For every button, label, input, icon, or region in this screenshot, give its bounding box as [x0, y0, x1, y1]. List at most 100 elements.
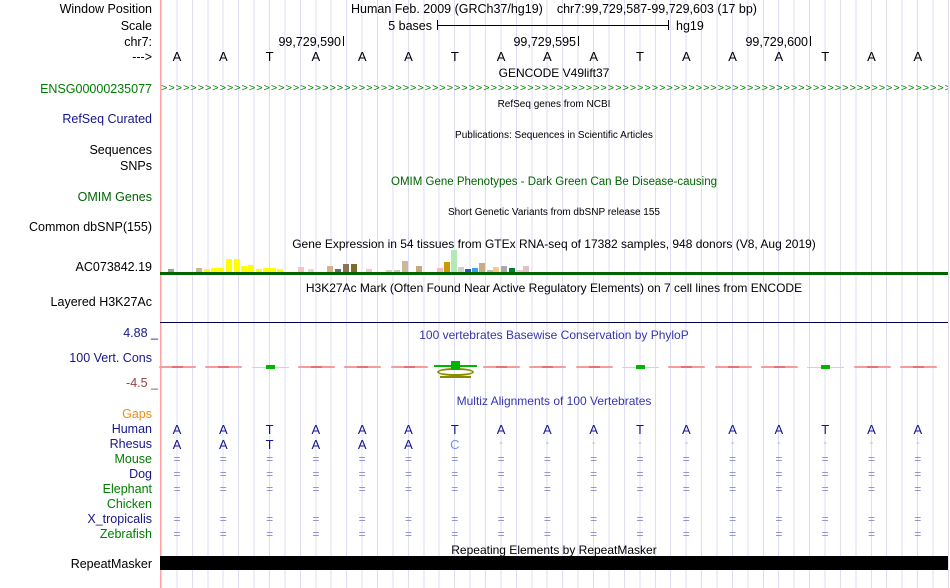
scale-bar [437, 25, 668, 26]
track-left-border [160, 0, 161, 588]
phylop-positive-mark [636, 365, 645, 369]
repeatmasker-label[interactable]: RepeatMasker [70, 557, 152, 571]
align-cell: = [404, 527, 413, 541]
align-cell: = [451, 512, 459, 526]
ruler-tick-mark [343, 36, 344, 46]
align-cell: T [265, 422, 274, 437]
phylop-negative-mark-center [357, 366, 369, 368]
omim-genes-label[interactable]: OMIM Genes [77, 190, 152, 204]
align-cell: = [821, 452, 829, 466]
align-cell: = [914, 452, 922, 466]
repeatmasker-title: Repeating Elements by RepeatMasker [451, 543, 657, 557]
gtex-gene-label[interactable]: AC073842.19 [75, 260, 152, 274]
align-cell: = [404, 482, 413, 496]
align-cell: = [219, 452, 227, 466]
align-cell: - [730, 437, 735, 449]
h3k27ac-label[interactable]: Layered H3K27Ac [50, 295, 152, 309]
align-cell: = [543, 512, 551, 526]
assembly-title: Human Feb. 2009 (GRCh37/hg19) [351, 2, 543, 16]
align-cell: - [638, 437, 642, 449]
align-cell: = [729, 512, 737, 526]
snps-label[interactable]: SNPs [120, 159, 152, 173]
h3k27ac-title: H3K27Ac Mark (Often Found Near Active Re… [305, 281, 803, 295]
gtex-bar [416, 266, 422, 272]
align-cell: T [636, 422, 644, 437]
align-cell: = [636, 512, 644, 526]
multiz-row-rhesus[interactable]: Rhesus A A T A A A C - - - - - - - - - - [0, 437, 950, 452]
align-cell: = [775, 467, 783, 481]
align-cell: = [497, 467, 505, 481]
multiz-row-label[interactable]: Chicken [106, 497, 152, 511]
dbsnp-label[interactable]: Common dbSNP(155) [29, 220, 152, 234]
multiz-row-dog[interactable]: Dog = = = = = = = = = = = = = = = = = [0, 467, 950, 482]
align-cell: = [682, 467, 690, 481]
multiz-row-gaps[interactable]: Gaps [0, 407, 950, 422]
align-cell: = [821, 467, 829, 481]
gtex-bar [523, 266, 529, 272]
align-cell: - [869, 437, 874, 449]
phylop-negative-mark-center [310, 366, 322, 368]
phylop-max-label: 4.88 _ [123, 326, 158, 340]
multiz-row-chicken[interactable]: Chicken [0, 497, 950, 512]
align-cell: = [636, 467, 644, 481]
phylop-title: 100 vertebrates Basewise Conservation by… [419, 328, 689, 342]
window-position-label: Window Position [59, 2, 152, 16]
align-cell: A [404, 422, 413, 437]
refseq-curated-label[interactable]: RefSeq Curated [62, 112, 152, 126]
multiz-row-label[interactable]: Mouse [114, 452, 152, 466]
repeatmasker-bar[interactable] [160, 556, 948, 570]
phylop-negative-mark-center [218, 366, 230, 368]
gtex-bar [234, 259, 240, 272]
gtex-bar [451, 250, 457, 272]
align-cell: A [681, 422, 691, 437]
multiz-row-human[interactable]: Human A A T A A A T A A A T A A A T A A [0, 422, 950, 437]
phylop-cons-label[interactable]: 100 Vert. Cons [69, 351, 152, 365]
align-cell: A [543, 422, 552, 437]
gtex-bar [444, 262, 450, 272]
ruler-tick-mark [810, 36, 811, 46]
multiz-row-label[interactable]: Human [111, 422, 152, 436]
align-cell: - [545, 437, 550, 449]
multiz-row-mouse[interactable]: Mouse = = = = = = = = = = = = = = = = = [0, 452, 950, 467]
align-cell: = [219, 482, 227, 496]
align-cell: = [173, 482, 181, 496]
gtex-bar [394, 270, 400, 272]
phylop-negative-mark-center [542, 366, 554, 368]
multiz-row-zebrafish[interactable]: Zebrafish = = = = = = = = = = = = = = = = = [0, 527, 950, 542]
align-cell: = [636, 482, 644, 496]
align-cell: A [172, 437, 182, 452]
gene-arrows-track[interactable]: >>>>>>>>>>>>>>>>>>>>>>>>>>>>>>>>>>>>>>>>… [161, 82, 948, 94]
gtex-bar [437, 268, 443, 272]
gtex-bar [327, 266, 333, 272]
gtex-bar [248, 265, 254, 272]
publications-title: Publications: Sequences in Scientific Ar… [455, 130, 653, 141]
base-letter: A [172, 49, 182, 64]
gtex-baseline [160, 272, 948, 275]
multiz-row-label[interactable]: Elephant [102, 482, 152, 496]
multiz-row-label[interactable]: Dog [129, 467, 152, 481]
phylop-min-label: -4.5 _ [126, 376, 158, 390]
multiz-row-label[interactable]: Zebrafish [99, 527, 152, 541]
multiz-row-label[interactable]: Rhesus [109, 437, 152, 451]
multiz-row-x_tropicalis[interactable]: X_tropicalis = = = = = = = = = = = = = = = = = [0, 512, 950, 527]
phylop-negative-mark-center [727, 366, 739, 368]
gtex-bar [204, 269, 210, 272]
align-cell: A [589, 422, 599, 437]
sequences-label[interactable]: Sequences [89, 143, 152, 157]
align-cell: A [311, 437, 321, 452]
scale-bar-left-tick [437, 20, 438, 30]
align-cell: = [590, 512, 598, 526]
align-cell: A [357, 437, 367, 452]
phylop-symbol-square [450, 361, 460, 370]
align-cell: = [497, 512, 505, 526]
align-cell: - [684, 437, 689, 449]
multiz-row-label[interactable]: X_tropicalis [87, 512, 152, 526]
sequence-strand-label[interactable]: ---> [132, 50, 152, 64]
multiz-row-label[interactable]: Gaps [122, 407, 152, 421]
align-cell: = [219, 527, 227, 541]
align-cell: = [543, 467, 551, 481]
align-cell: = [173, 512, 181, 526]
gene-id-label[interactable]: ENSG00000235077 [40, 82, 152, 96]
multiz-row-elephant[interactable]: Elephant = = = = = = = = = = = = = = = = = [0, 482, 950, 497]
align-cell: = [266, 512, 274, 526]
